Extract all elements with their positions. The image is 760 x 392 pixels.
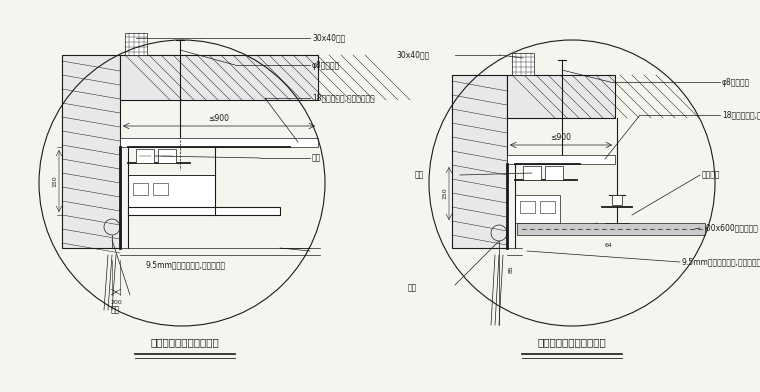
Text: 200: 200: [110, 300, 122, 305]
Text: 150: 150: [52, 175, 57, 187]
Bar: [133, 183, 148, 195]
Bar: [452, 75, 507, 248]
Text: 600x600矿棉吸音板: 600x600矿棉吸音板: [702, 223, 759, 232]
Bar: [545, 166, 563, 180]
Text: 18厚细木工板,防腐防火处理: 18厚细木工板,防腐防火处理: [312, 94, 375, 102]
Bar: [128, 175, 215, 207]
Text: 窗帘: 窗帘: [408, 283, 417, 292]
Text: 窗帘: 窗帘: [110, 305, 119, 314]
Bar: [120, 138, 318, 147]
Bar: [136, 149, 154, 163]
Text: 64: 64: [605, 243, 613, 248]
Text: φ8镀锌吊杆: φ8镀锌吊杆: [312, 60, 340, 69]
Text: 矿棉板吊顶窗帘盒剖面图: 矿棉板吊顶窗帘盒剖面图: [537, 337, 606, 347]
Bar: [515, 195, 560, 223]
Bar: [520, 201, 535, 213]
Text: 滑道: 滑道: [312, 154, 321, 163]
Bar: [62, 55, 120, 248]
Bar: [128, 207, 280, 215]
Text: 9.5mm厚石膏板吊顶,白色乳胶漆: 9.5mm厚石膏板吊顶,白色乳胶漆: [145, 261, 225, 270]
Text: 轻钢龙骨: 轻钢龙骨: [702, 171, 720, 180]
Bar: [523, 166, 541, 180]
Text: 9.5mm厚石膏板吊顶,白色乳胶漆: 9.5mm厚石膏板吊顶,白色乳胶漆: [682, 258, 760, 267]
Text: 30x40木方: 30x40木方: [312, 33, 345, 42]
Text: φ8镀锌吊杆: φ8镀锌吊杆: [722, 78, 750, 87]
Text: ≤900: ≤900: [208, 114, 230, 123]
Bar: [158, 149, 176, 163]
Text: 石膏板吊顶窗帘盒剖面图: 石膏板吊顶窗帘盒剖面图: [150, 337, 220, 347]
Bar: [120, 55, 318, 100]
Bar: [612, 195, 622, 205]
Text: 75: 75: [594, 220, 599, 228]
Text: 150: 150: [442, 188, 447, 199]
Bar: [512, 53, 534, 75]
Bar: [507, 75, 615, 118]
Text: 85: 85: [508, 265, 514, 273]
Text: 滑道: 滑道: [415, 171, 424, 180]
Bar: [507, 155, 615, 164]
Text: ≤900: ≤900: [550, 133, 572, 142]
Bar: [153, 183, 168, 195]
Text: 30x40木方: 30x40木方: [396, 51, 429, 60]
Bar: [125, 33, 147, 55]
Bar: [540, 201, 555, 213]
Bar: [517, 223, 705, 235]
Text: 18厚细木工板,防腐防火处理: 18厚细木工板,防腐防火处理: [722, 111, 760, 120]
